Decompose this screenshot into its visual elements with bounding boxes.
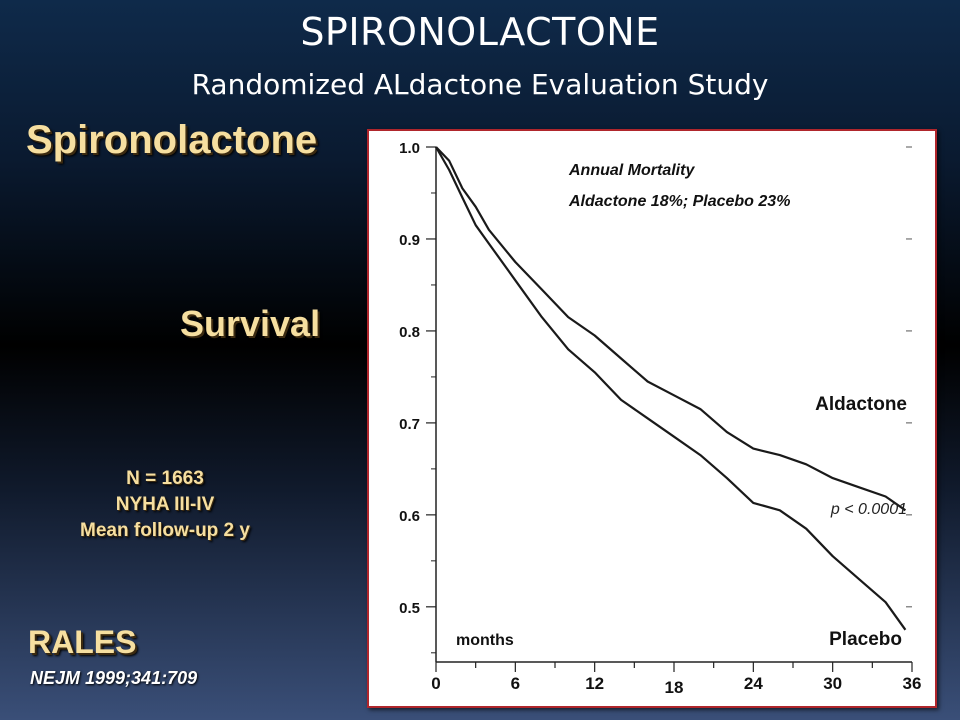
p-value-label: p < 0.0001 xyxy=(830,501,907,518)
x-tick-label: 6 xyxy=(511,674,520,693)
y-tick-label: 0.6 xyxy=(399,508,420,525)
series-label-placebo: Placebo xyxy=(829,629,902,650)
slide-title: SPIRONOLACTONE xyxy=(300,10,660,54)
x-tick-label: 36 xyxy=(903,674,922,693)
drug-heading: Spironolactone xyxy=(26,118,318,162)
series-label-aldactone: Aldactone xyxy=(815,394,907,415)
y-tick-label: 0.9 xyxy=(399,232,420,249)
survival-heading: Survival xyxy=(180,303,321,344)
study-name: RALES xyxy=(28,624,137,660)
info-line-follow-up: Mean follow-up 2 y xyxy=(80,520,250,541)
annual-mortality-values: Aldactone 18%; Placebo 23% xyxy=(568,193,790,210)
x-tick-label: 30 xyxy=(823,674,842,693)
x-axis-label: months xyxy=(456,632,514,649)
survival-chart-panel: 1.0 0.9 0.8 0.7 0.6 0.5 0 6 12 18 24 30 36 months Alda… xyxy=(367,129,937,708)
x-tick-label: 18 xyxy=(665,678,684,697)
annual-mortality-heading: Annual Mortality xyxy=(568,162,695,179)
y-tick-label: 0.7 xyxy=(399,416,420,433)
x-tick-label: 12 xyxy=(585,674,604,693)
info-line-nyha-class: NYHA III-IV xyxy=(115,494,215,515)
y-tick-label: 1.0 xyxy=(399,140,420,157)
y-tick-label: 0.5 xyxy=(399,600,420,617)
citation: NEJM 1999;341:709 xyxy=(30,668,198,688)
study-info: N = 1663 NYHA III-IV Mean follow-up 2 y xyxy=(20,466,310,544)
slide-subtitle: Randomized ALdactone Evaluation Study xyxy=(191,68,769,101)
survival-chart: 1.0 0.9 0.8 0.7 0.6 0.5 0 6 12 18 24 30 36 months Alda… xyxy=(399,140,922,697)
series-line-aldactone xyxy=(435,146,907,512)
y-tick-label: 0.8 xyxy=(399,324,420,341)
series-line-placebo xyxy=(435,146,907,631)
x-tick-label: 24 xyxy=(744,674,763,693)
info-line-sample-size: N = 1663 xyxy=(126,468,204,489)
x-tick-label: 0 xyxy=(431,674,440,693)
